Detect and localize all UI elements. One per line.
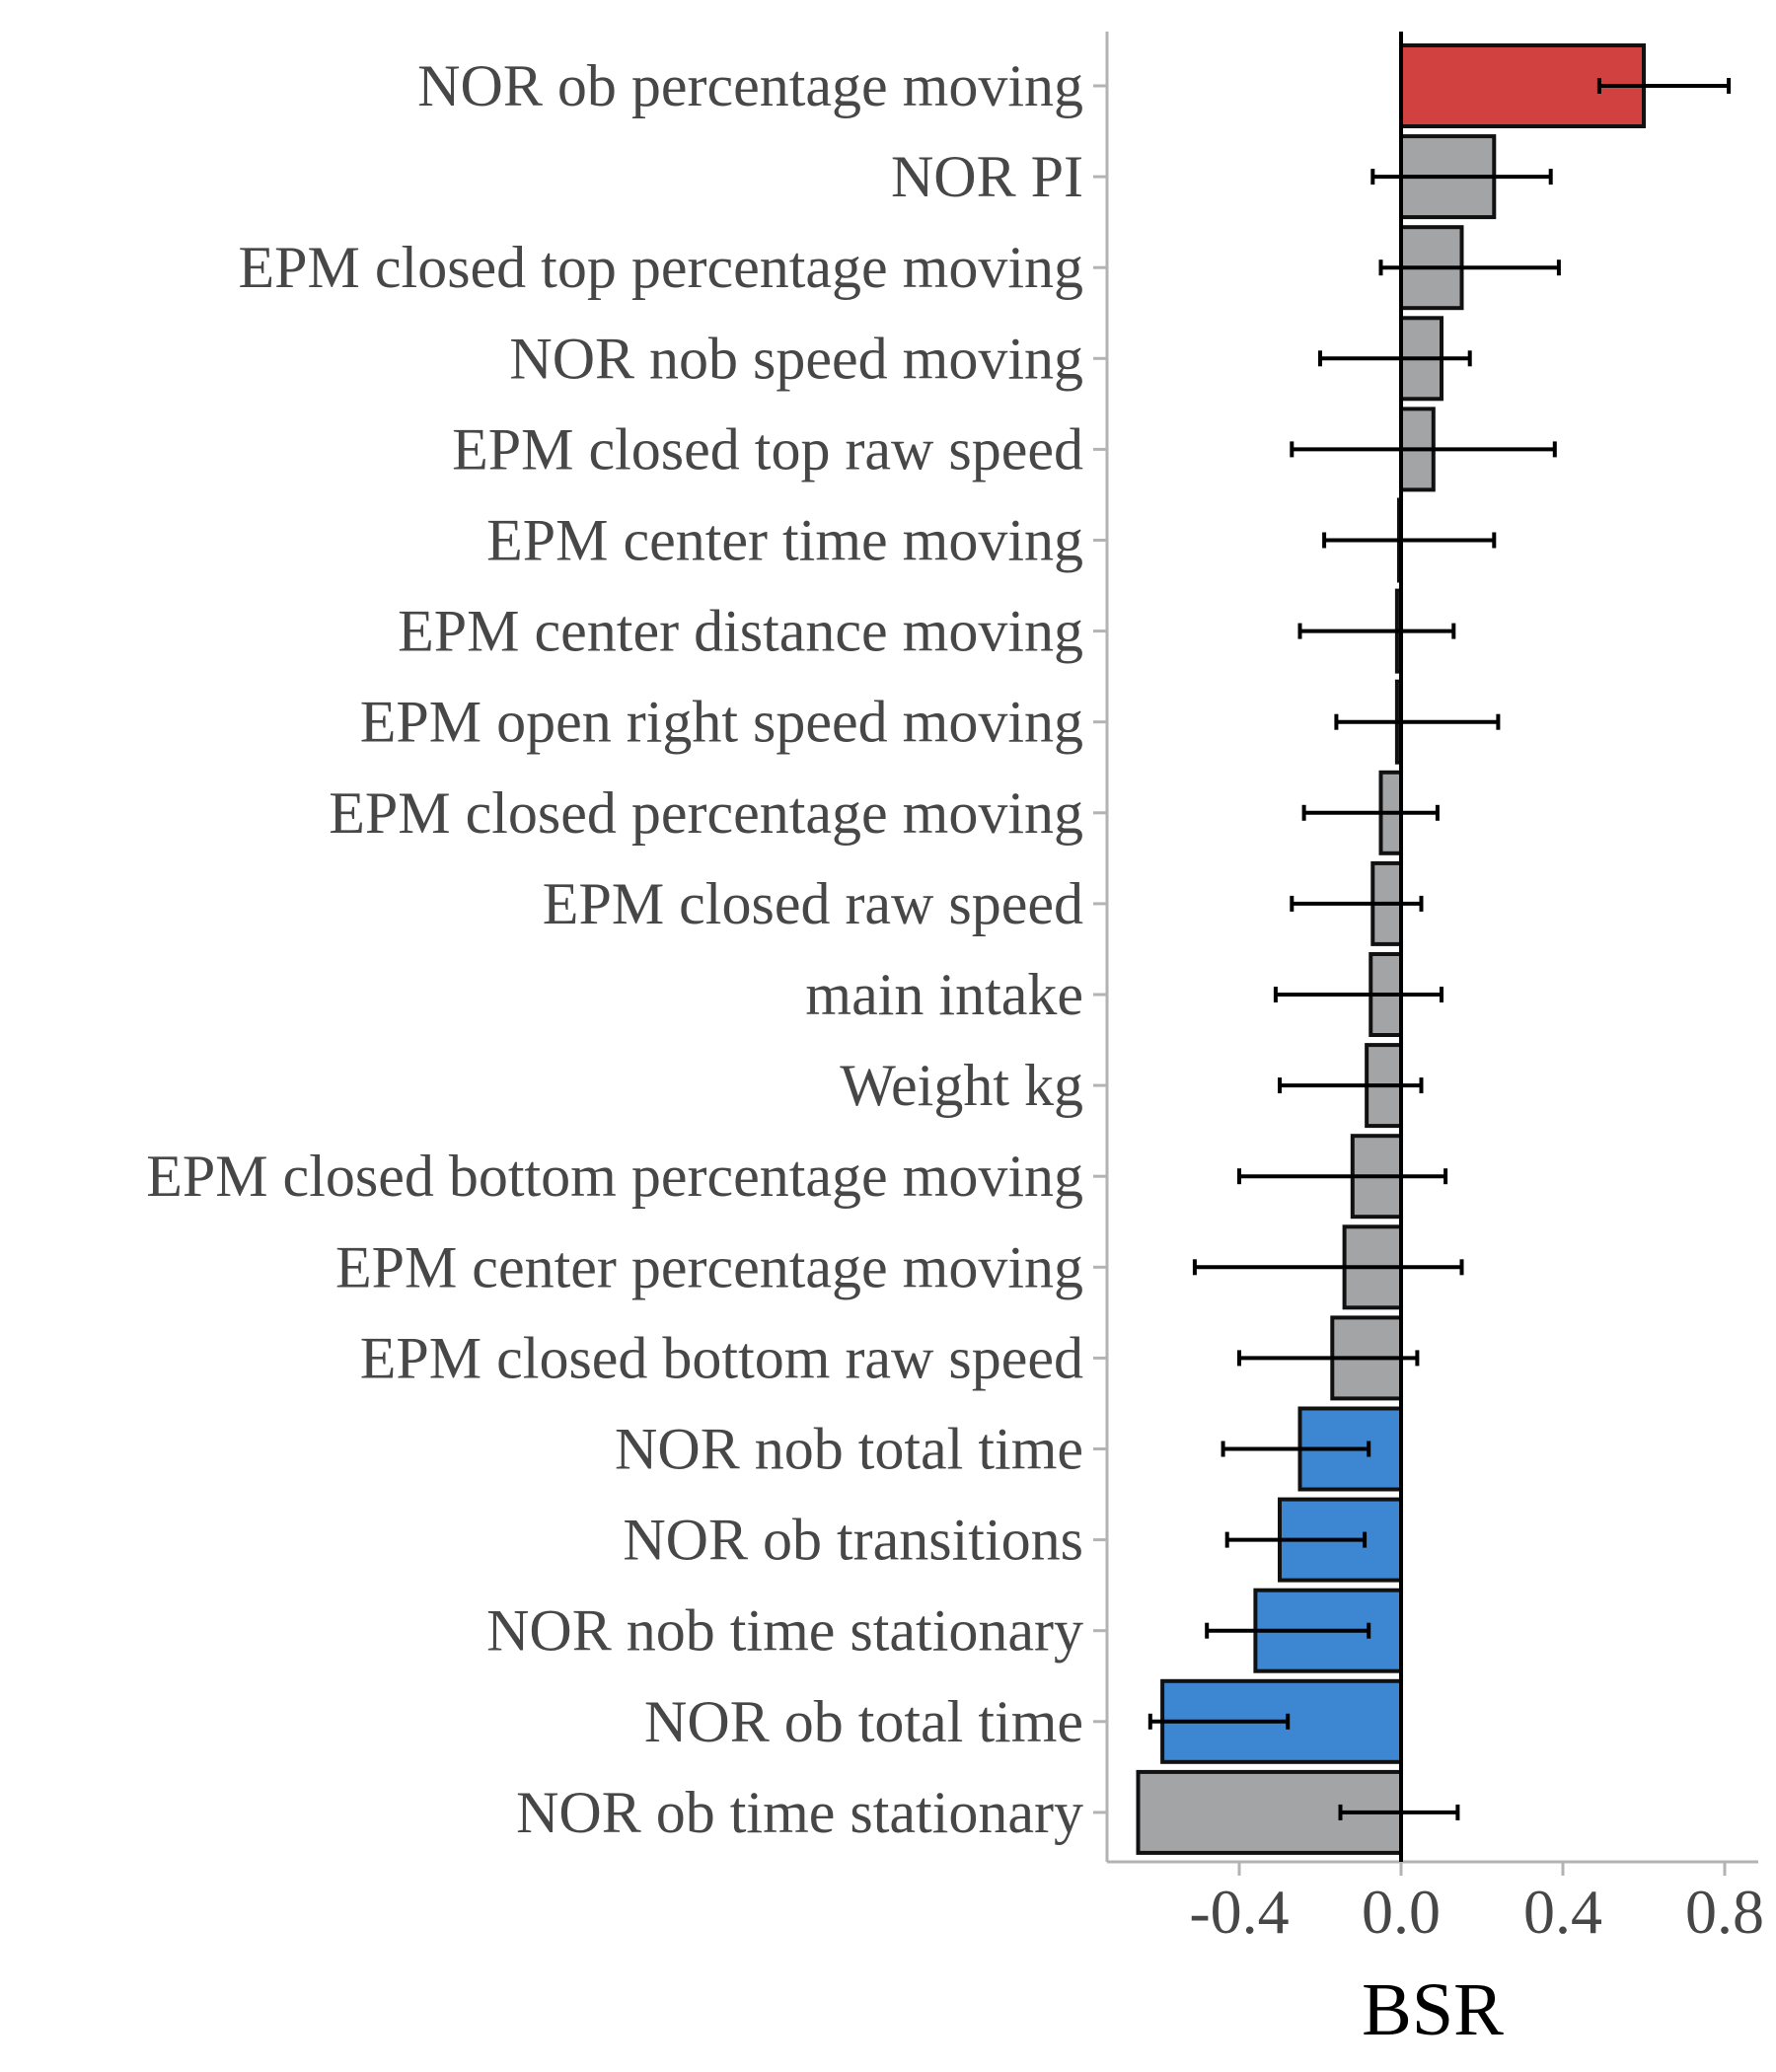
category-label: NOR ob percentage moving [417,53,1083,118]
category-label: EPM closed top percentage moving [239,235,1083,300]
x-tick-label: -0.4 [1189,1877,1289,1947]
x-tick-label: 0.4 [1523,1877,1602,1947]
category-label: main intake [805,962,1083,1027]
category-label: NOR ob time stationary [516,1780,1083,1845]
category-label: EPM center time moving [486,508,1083,573]
category-label: EPM closed percentage moving [329,780,1083,846]
category-labels-group: NOR ob percentage moving NOR PI EPM closed… [146,53,1107,1845]
x-tick-label: 0.0 [1362,1877,1441,1947]
category-label: NOR ob transitions [623,1508,1083,1573]
category-label: NOR ob total time [644,1689,1083,1754]
category-label: NOR nob time stationary [486,1598,1083,1664]
category-label: EPM closed bottom raw speed [360,1325,1083,1390]
category-label: EPM center percentage moving [335,1234,1083,1299]
x-tick-label: 0.8 [1685,1877,1764,1947]
bars-group [1136,43,1646,1855]
category-label: EPM open right speed moving [360,690,1083,755]
error-bars-group [1147,78,1732,1820]
category-label: EPM closed raw speed [543,871,1083,936]
category-label: EPM center distance moving [398,599,1083,664]
category-label: Weight kg [840,1053,1083,1118]
category-label: NOR nob total time [615,1417,1083,1482]
x-axis-title: BSR [1362,1968,1504,2051]
x-ticks-group: -0.4 0.0 0.4 0.8 [1189,1862,1764,1947]
axes-group [1105,32,1758,1864]
category-label: EPM closed top raw speed [452,416,1083,481]
category-label: NOR PI [891,144,1083,209]
category-label: EPM closed bottom percentage moving [146,1144,1083,1209]
category-label: NOR nob speed moving [509,326,1083,391]
